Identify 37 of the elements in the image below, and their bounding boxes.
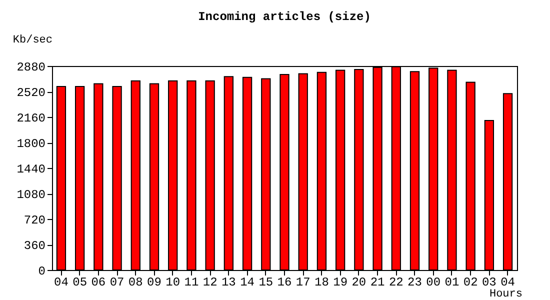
x-tick-label: 14 bbox=[240, 276, 254, 290]
x-tick-label: 04 bbox=[54, 276, 68, 290]
x-tick-label: 15 bbox=[258, 276, 274, 290]
x-tick-label: 10 bbox=[166, 276, 180, 290]
y-tick-label: 2160 bbox=[16, 112, 46, 126]
x-tick-label: 00 bbox=[426, 276, 441, 290]
x-tick-label: 05 bbox=[72, 276, 88, 290]
x-tick-label: 01 bbox=[444, 276, 460, 290]
y-tick-label: 360 bbox=[24, 239, 46, 253]
x-tick-label: 04 bbox=[500, 276, 515, 290]
x-tick-label: 23 bbox=[408, 276, 422, 290]
y-tick-label: 1800 bbox=[16, 137, 46, 151]
y-tick-label: 720 bbox=[24, 214, 46, 228]
x-tick-label: 19 bbox=[333, 276, 348, 290]
x-tick-label: 21 bbox=[370, 276, 385, 290]
x-tick-label: 17 bbox=[296, 276, 310, 290]
x-tick-label: 09 bbox=[147, 276, 162, 290]
x-tick-label: 07 bbox=[110, 276, 124, 290]
x-axis-title: Hours bbox=[489, 288, 522, 300]
x-tick-label: 22 bbox=[388, 276, 404, 290]
y-tick-label: 2520 bbox=[16, 86, 46, 100]
x-tick-label: 12 bbox=[202, 276, 218, 290]
x-tick-label: 13 bbox=[221, 276, 236, 290]
chart-title: Incoming articles (size) bbox=[198, 10, 371, 24]
x-tick-label: 08 bbox=[128, 276, 143, 290]
x-tick-label: 03 bbox=[482, 276, 496, 290]
x-tick-label: 02 bbox=[463, 276, 478, 290]
y-axis-title: Kb/sec bbox=[12, 34, 52, 46]
y-tick-label: 2880 bbox=[16, 60, 46, 74]
x-tick-label: 11 bbox=[184, 276, 199, 290]
x-tick-label: 20 bbox=[352, 276, 366, 290]
y-tick-label: 1080 bbox=[16, 188, 46, 202]
x-tick-label: 18 bbox=[314, 276, 329, 290]
y-tick-label: 0 bbox=[38, 264, 46, 278]
x-tick-label: 06 bbox=[91, 276, 106, 290]
x-tick-label: 16 bbox=[277, 276, 292, 290]
y-tick-label: 1440 bbox=[16, 162, 46, 176]
